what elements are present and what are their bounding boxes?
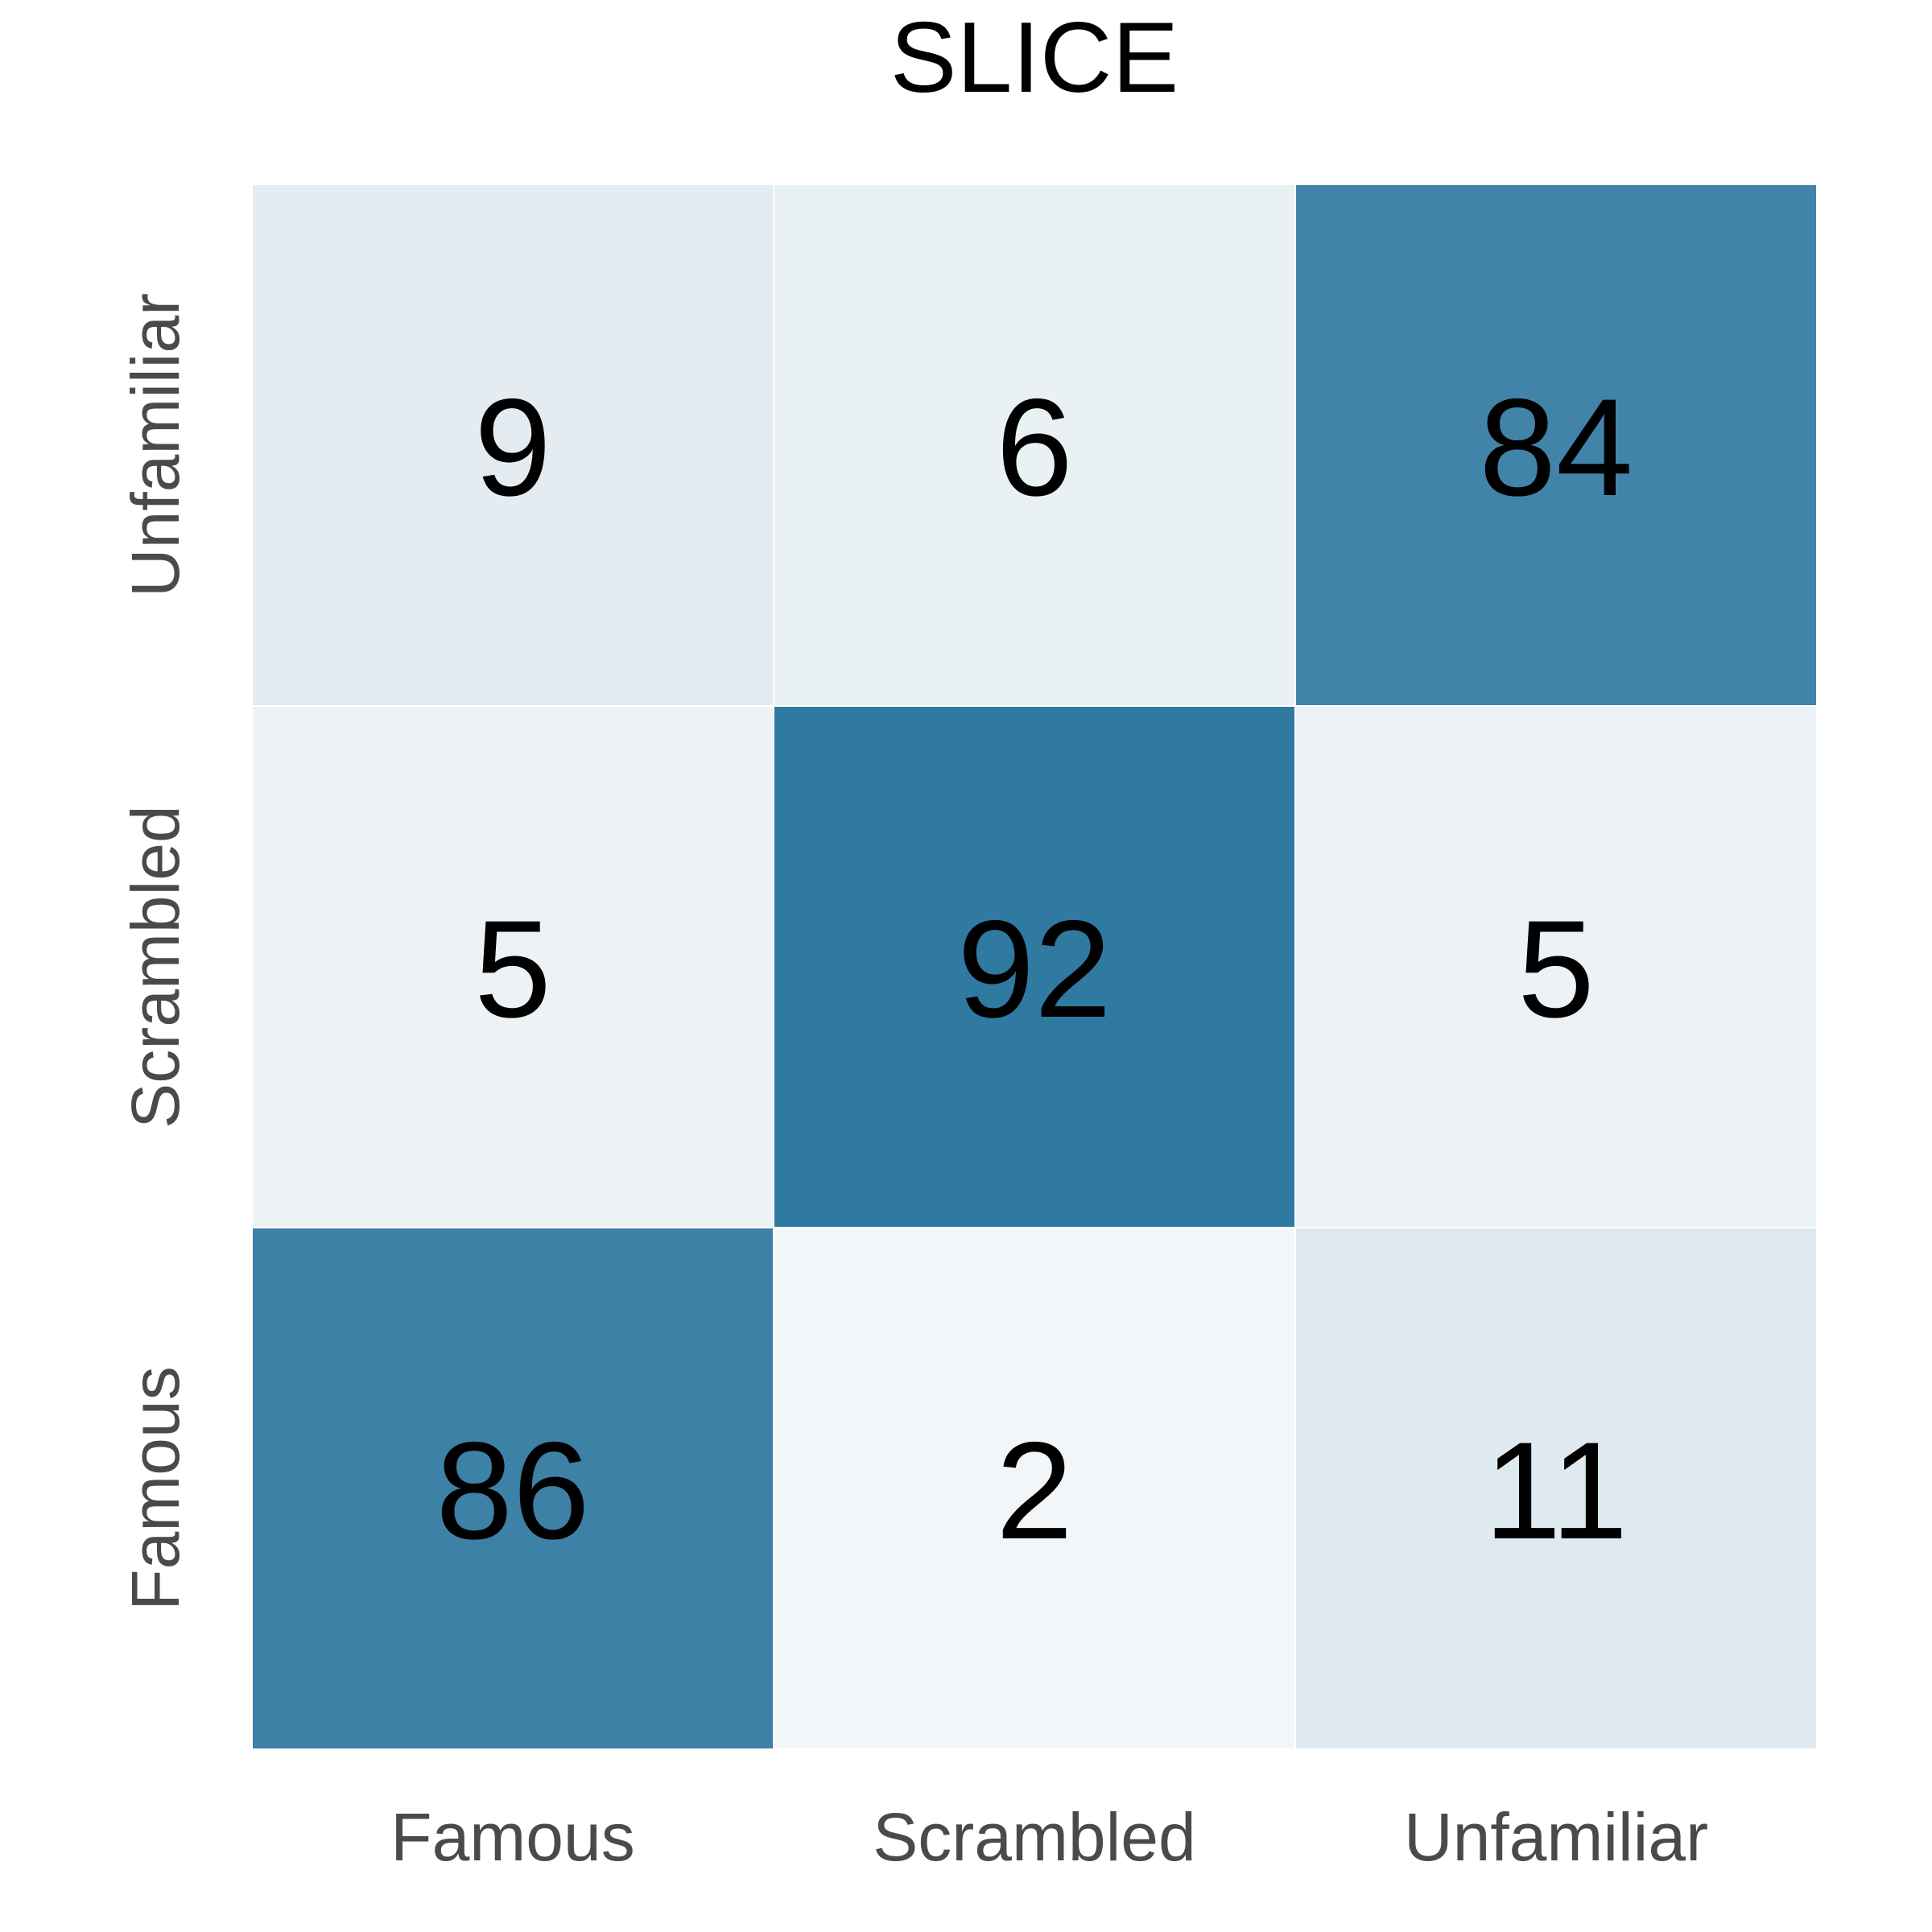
heatmap-cells — [251, 184, 1818, 1750]
cell-famous-famous — [251, 1227, 774, 1750]
cell-value-unfamiliar-scrambled: 6 — [996, 370, 1073, 525]
cell-unfamiliar-scrambled — [773, 184, 1296, 707]
x-tick-labels: Famous Scrambled Unfamiliar — [390, 1799, 1708, 1875]
cell-scrambled-scrambled — [773, 705, 1296, 1228]
cell-value-scrambled-scrambled: 92 — [957, 892, 1111, 1046]
cell-famous-scrambled — [773, 1227, 1296, 1750]
cell-scrambled-unfamiliar — [1294, 705, 1818, 1228]
cell-value-famous-scrambled: 2 — [996, 1414, 1073, 1568]
x-tick-unfamiliar: Unfamiliar — [1404, 1799, 1708, 1875]
x-tick-scrambled: Scrambled — [873, 1799, 1196, 1875]
cell-value-scrambled-famous: 5 — [474, 892, 551, 1046]
chart-title: SLICE — [890, 2, 1179, 114]
cell-value-famous-unfamiliar: 11 — [1484, 1414, 1629, 1568]
y-tick-unfamiliar: Unfamiliar — [118, 293, 193, 597]
cell-value-scrambled-unfamiliar: 5 — [1517, 892, 1595, 1046]
cell-value-famous-famous: 86 — [436, 1414, 589, 1568]
cell-unfamiliar-unfamiliar — [1294, 184, 1818, 707]
cell-value-unfamiliar-famous: 9 — [474, 370, 551, 525]
cell-value-unfamiliar-unfamiliar: 84 — [1479, 370, 1633, 525]
y-tick-labels: Famous Scrambled Unfamiliar — [118, 293, 193, 1611]
cell-unfamiliar-famous — [251, 184, 774, 707]
y-tick-scrambled: Scrambled — [118, 805, 193, 1129]
cell-value-labels: 86 2 11 5 92 5 9 6 84 — [436, 370, 1633, 1568]
cell-scrambled-famous — [251, 705, 774, 1228]
x-tick-famous: Famous — [390, 1799, 634, 1875]
y-tick-famous: Famous — [118, 1366, 193, 1610]
